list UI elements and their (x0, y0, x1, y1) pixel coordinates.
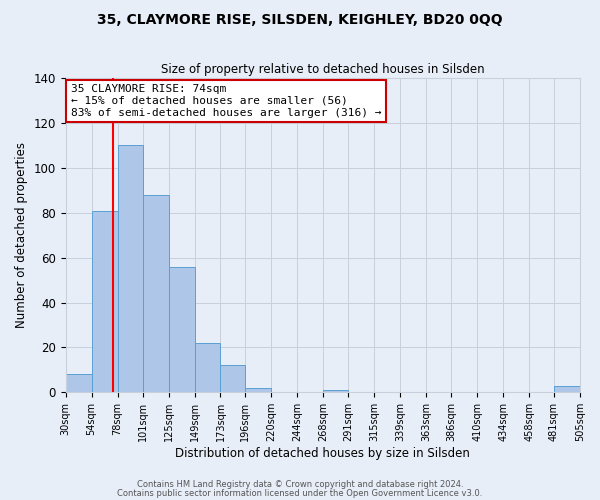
Bar (92, 210, 118, 392)
Text: Contains public sector information licensed under the Open Government Licence v3: Contains public sector information licen… (118, 488, 482, 498)
Y-axis label: Number of detached properties: Number of detached properties (15, 142, 28, 328)
Bar (194, 343, 220, 392)
X-axis label: Distribution of detached houses by size in Silsden: Distribution of detached houses by size … (175, 447, 470, 460)
Bar (143, 195, 169, 392)
Bar (65, 374, 92, 392)
Text: Contains HM Land Registry data © Crown copyright and database right 2024.: Contains HM Land Registry data © Crown c… (137, 480, 463, 489)
Bar (554, 386, 580, 392)
Bar (220, 366, 245, 392)
Bar (245, 388, 271, 392)
Bar (323, 390, 348, 392)
Text: 35, CLAYMORE RISE, SILSDEN, KEIGHLEY, BD20 0QQ: 35, CLAYMORE RISE, SILSDEN, KEIGHLEY, BD… (97, 12, 503, 26)
Title: Size of property relative to detached houses in Silsden: Size of property relative to detached ho… (161, 62, 485, 76)
Text: 35 CLAYMORE RISE: 74sqm
← 15% of detached houses are smaller (56)
83% of semi-de: 35 CLAYMORE RISE: 74sqm ← 15% of detache… (71, 84, 381, 117)
Bar (169, 266, 194, 392)
Bar (118, 146, 143, 392)
